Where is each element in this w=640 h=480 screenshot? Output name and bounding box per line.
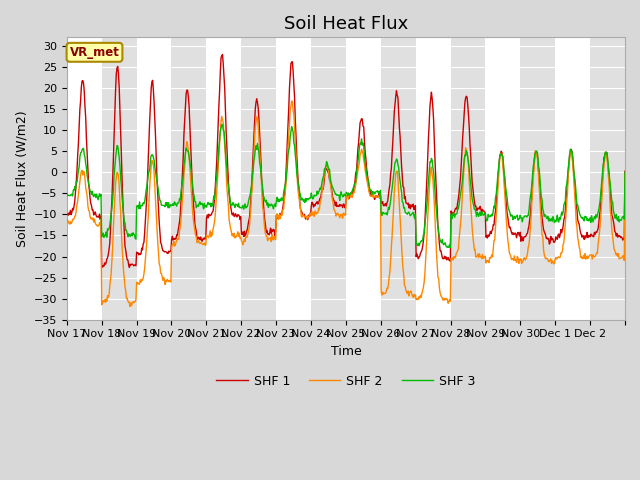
Title: Soil Heat Flux: Soil Heat Flux	[284, 15, 408, 33]
Bar	[381, 37, 415, 320]
SHF 3	[436, 235, 444, 240]
SHF 3	[447, 245, 454, 251]
SHF 1	[219, 52, 227, 58]
SHF 1	[63, 211, 70, 217]
Bar	[172, 37, 206, 320]
SHF 2	[126, 303, 134, 309]
SHF 2	[259, 208, 267, 214]
SHF 2	[129, 299, 137, 305]
Line: SHF 2: SHF 2	[67, 101, 625, 306]
SHF 1	[281, 185, 289, 191]
Text: VR_met: VR_met	[70, 46, 120, 59]
SHF 1	[436, 248, 444, 253]
Y-axis label: Soil Heat Flux (W/m2): Soil Heat Flux (W/m2)	[15, 110, 28, 247]
Bar	[520, 37, 556, 320]
SHF 3	[219, 121, 227, 127]
SHF 3	[621, 169, 629, 175]
Bar	[241, 37, 276, 320]
SHF 3	[259, 193, 267, 199]
Line: SHF 3: SHF 3	[67, 124, 625, 248]
Bar	[311, 37, 346, 320]
Bar	[451, 37, 486, 320]
SHF 3	[280, 186, 288, 192]
Line: SHF 1: SHF 1	[67, 55, 625, 267]
SHF 2	[280, 196, 288, 202]
SHF 1	[405, 205, 413, 211]
SHF 3	[404, 210, 412, 216]
SHF 3	[63, 191, 70, 196]
SHF 1	[232, 214, 240, 219]
Bar	[102, 37, 136, 320]
Bar	[590, 37, 625, 320]
SHF 3	[232, 201, 239, 207]
SHF 2	[288, 98, 296, 104]
SHF 2	[232, 233, 239, 239]
SHF 2	[436, 290, 444, 296]
SHF 1	[129, 262, 137, 268]
SHF 1	[125, 264, 133, 270]
SHF 2	[63, 216, 70, 221]
SHF 1	[621, 168, 629, 174]
SHF 1	[260, 210, 268, 216]
SHF 2	[621, 172, 629, 178]
Legend: SHF 1, SHF 2, SHF 3: SHF 1, SHF 2, SHF 3	[211, 370, 481, 393]
X-axis label: Time: Time	[330, 345, 361, 358]
SHF 3	[129, 233, 136, 239]
SHF 2	[405, 293, 413, 299]
